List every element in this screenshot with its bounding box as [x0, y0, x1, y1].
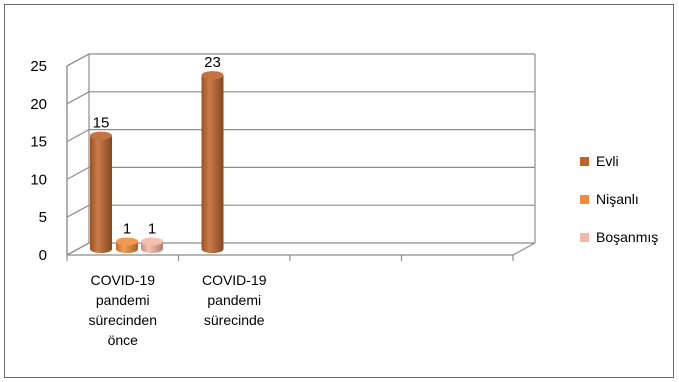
- y-axis: 0 5 10 15 20 25: [30, 58, 47, 264]
- bar-top: [202, 71, 224, 79]
- gridline: [67, 54, 535, 66]
- bar-nişanlı: [116, 237, 138, 253]
- legend-swatch: [580, 195, 589, 204]
- y-tick-label: 0: [39, 247, 47, 264]
- x-category-label: pandemi: [207, 292, 261, 308]
- y-tick-label: 15: [30, 134, 47, 151]
- x-category-label: sürecinde: [204, 312, 265, 328]
- gridlines: [67, 54, 535, 217]
- side-wall: [67, 54, 89, 255]
- x-category-label: COVID-19: [90, 272, 155, 288]
- y-tick-label: 10: [30, 171, 47, 188]
- x-category-label: pandemi: [96, 292, 150, 308]
- legend-label: Boşanmış: [596, 229, 658, 245]
- data-label: 15: [93, 115, 110, 132]
- data-label: 23: [204, 54, 221, 71]
- x-category-label: COVID-19: [202, 272, 267, 288]
- chart-back-wall: [67, 54, 535, 255]
- gridline: [67, 130, 535, 142]
- bar-evli: [90, 132, 112, 253]
- bar-top: [141, 237, 163, 245]
- legend: Evli Nişanlı Boşanmış: [580, 153, 658, 245]
- x-category-label: önce: [108, 332, 139, 348]
- bars: [90, 71, 224, 253]
- bar-body: [90, 136, 112, 253]
- chart-floor: [67, 66, 535, 261]
- chart-frame: 0 5 10 15 20 25 15 23 1 1 COVID-19 pandemi sürecin…: [4, 4, 674, 378]
- data-label: 1: [123, 220, 131, 237]
- bar-chart: 0 5 10 15 20 25 15 23 1 1 COVID-19 pandemi sürecin…: [5, 5, 675, 379]
- gridline: [67, 167, 535, 179]
- legend-swatch: [580, 157, 589, 166]
- bar-evli: [202, 71, 224, 253]
- y-tick-label: 25: [30, 58, 47, 75]
- gridline: [67, 205, 535, 217]
- data-label: 1: [148, 220, 156, 237]
- bar-top: [116, 237, 138, 245]
- gridline: [67, 92, 535, 104]
- bar-boşanmış: [141, 237, 163, 253]
- y-tick-label: 5: [39, 209, 47, 226]
- bar-body: [202, 75, 224, 253]
- y-tick-label: 20: [30, 96, 47, 113]
- x-axis: COVID-19 pandemi sürecinden önce COVID-19 pan…: [89, 272, 267, 348]
- legend-swatch: [580, 233, 589, 242]
- x-category-label: sürecinden: [89, 312, 158, 328]
- legend-label: Evli: [596, 153, 619, 169]
- legend-label: Nişanlı: [596, 191, 639, 207]
- bar-top: [90, 132, 112, 140]
